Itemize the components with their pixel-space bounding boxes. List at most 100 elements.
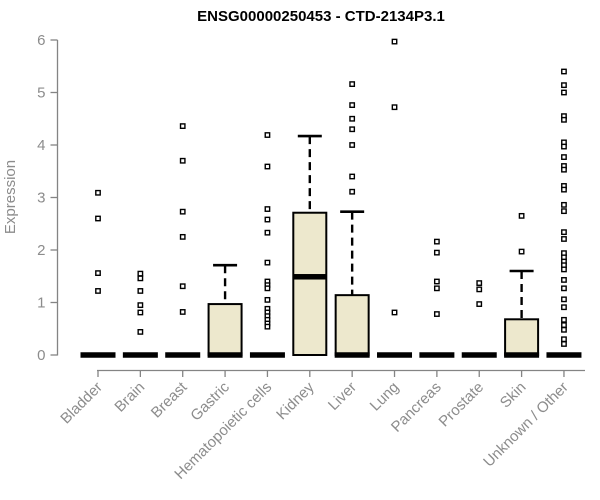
outlier-point bbox=[561, 296, 567, 303]
outlier-point bbox=[179, 123, 186, 130]
outlier-point bbox=[349, 173, 356, 180]
x-category-label: Breast bbox=[148, 378, 191, 421]
outlier-point bbox=[349, 126, 356, 133]
x-category-label: Brain bbox=[111, 379, 148, 416]
outlier-point bbox=[433, 285, 440, 292]
y-tick-label: 1 bbox=[37, 295, 45, 312]
outlier-point bbox=[476, 301, 483, 307]
outlier-point bbox=[561, 166, 567, 173]
median-line bbox=[80, 352, 116, 358]
outlier-point bbox=[561, 229, 567, 236]
outlier-point bbox=[561, 154, 567, 160]
x-category-label: Bladder bbox=[57, 379, 106, 428]
outlier-point bbox=[264, 132, 271, 138]
outlier-point bbox=[433, 278, 440, 285]
outlier-point bbox=[264, 323, 271, 330]
median-line bbox=[419, 352, 455, 358]
outlier-point bbox=[518, 212, 525, 219]
outlier-point bbox=[137, 309, 144, 316]
outlier-point bbox=[95, 270, 101, 276]
outlier-point bbox=[264, 296, 271, 303]
outlier-point bbox=[561, 116, 567, 123]
median-line bbox=[249, 352, 285, 358]
median-line bbox=[334, 352, 370, 358]
outlier-point bbox=[264, 259, 271, 266]
outlier-point bbox=[349, 142, 356, 148]
box bbox=[292, 211, 328, 356]
outlier-point bbox=[561, 89, 567, 96]
outlier-point bbox=[264, 216, 271, 223]
outlier-point bbox=[561, 316, 567, 323]
outlier-point bbox=[137, 329, 144, 335]
outlier-point bbox=[561, 143, 567, 150]
outlier-point bbox=[179, 283, 186, 290]
outlier-point bbox=[95, 288, 101, 294]
outlier-point bbox=[433, 249, 440, 256]
outlier-point bbox=[561, 236, 567, 242]
y-tick-label: 0 bbox=[37, 347, 45, 364]
outlier-point bbox=[349, 115, 356, 122]
x-category-label: Skin bbox=[497, 379, 530, 412]
outlier-point bbox=[476, 286, 483, 293]
outlier-point bbox=[264, 163, 271, 170]
outlier-point bbox=[561, 68, 567, 75]
y-tick-label: 4 bbox=[37, 137, 45, 154]
median-line bbox=[165, 352, 201, 358]
outlier-point bbox=[349, 188, 356, 195]
outlier-point bbox=[264, 229, 271, 236]
outlier-point bbox=[561, 304, 567, 311]
outlier-point bbox=[561, 208, 567, 215]
outlier-point bbox=[561, 336, 567, 343]
median-line bbox=[377, 352, 413, 358]
outlier-point bbox=[561, 186, 567, 193]
outlier-point bbox=[137, 275, 144, 282]
chart-title: ENSG00000250453 - CTD-2134P3.1 bbox=[197, 8, 445, 25]
x-category-label: Prostate bbox=[436, 379, 488, 431]
outlier-point bbox=[179, 233, 186, 240]
outlier-point bbox=[95, 215, 101, 222]
outlier-point bbox=[561, 82, 567, 89]
outlier-point bbox=[179, 157, 186, 164]
outlier-point bbox=[561, 277, 567, 283]
x-category-label: Lung bbox=[367, 379, 403, 415]
outlier-point bbox=[433, 311, 440, 317]
outlier-point bbox=[561, 322, 567, 328]
outlier-point bbox=[137, 270, 144, 277]
outlier-point bbox=[349, 102, 356, 109]
outlier-point bbox=[264, 206, 271, 212]
outlier-point bbox=[561, 341, 567, 347]
y-tick-label: 5 bbox=[37, 85, 45, 102]
outlier-point bbox=[179, 309, 186, 315]
outlier-point bbox=[561, 326, 567, 333]
outlier-point bbox=[264, 285, 271, 292]
y-tick-label: 3 bbox=[37, 190, 45, 207]
outlier-point bbox=[95, 189, 101, 196]
outlier-point bbox=[476, 280, 483, 286]
outlier-point bbox=[433, 238, 440, 245]
box bbox=[207, 303, 243, 357]
x-category-label: Liver bbox=[325, 379, 360, 414]
x-category-label: Kidney bbox=[273, 378, 318, 423]
outlier-point bbox=[391, 104, 398, 111]
outlier-point bbox=[561, 285, 567, 292]
outlier-point bbox=[137, 288, 144, 294]
outlier-point bbox=[349, 81, 356, 88]
outlier-point bbox=[561, 201, 567, 208]
y-tick-label: 6 bbox=[37, 32, 45, 49]
outlier-point bbox=[391, 309, 398, 316]
median-line bbox=[461, 352, 497, 358]
median-line bbox=[293, 274, 327, 280]
y-tick-label: 2 bbox=[37, 242, 45, 259]
median-line bbox=[122, 352, 158, 358]
box bbox=[504, 318, 540, 356]
outlier-point bbox=[518, 248, 525, 255]
outlier-point bbox=[137, 302, 144, 309]
outlier-point bbox=[391, 38, 398, 45]
median-line bbox=[207, 352, 243, 358]
box bbox=[334, 294, 370, 356]
median-line bbox=[504, 352, 540, 358]
outlier-point bbox=[561, 266, 567, 273]
median-line bbox=[546, 352, 582, 358]
